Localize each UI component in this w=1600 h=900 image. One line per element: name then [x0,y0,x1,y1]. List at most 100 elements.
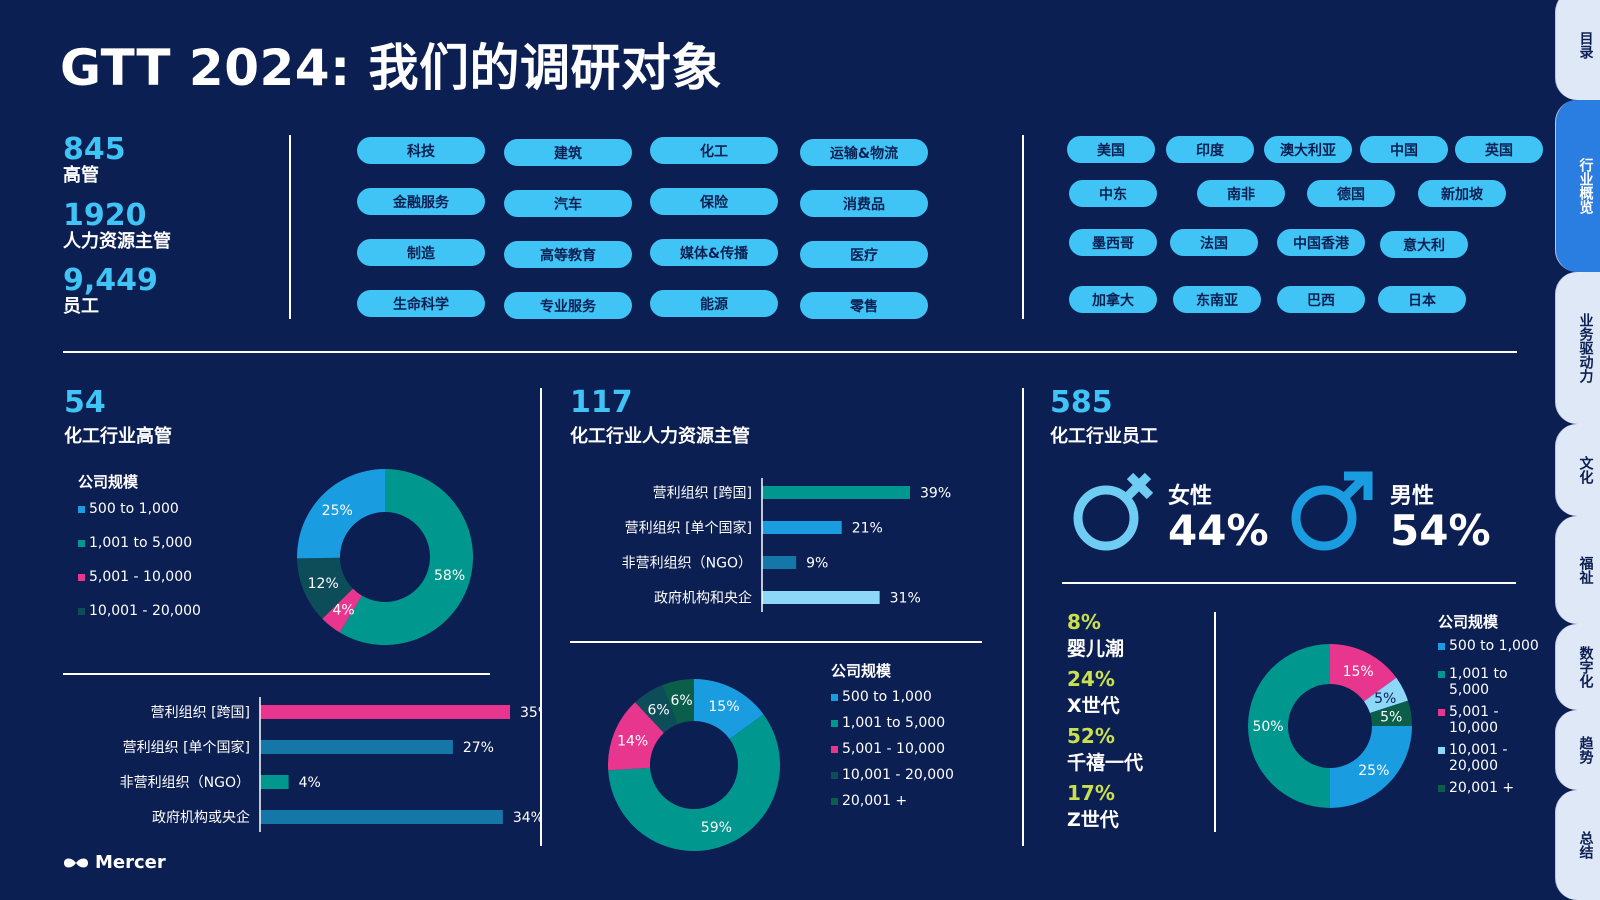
hr-count: 117 [570,385,633,420]
section-divider [63,351,1517,353]
legend-title: 公司规模 [1438,613,1499,631]
hr-label: 化工行业人力资源主管 [570,426,750,447]
donut-slice [297,557,353,619]
industry-pill: 化工 [650,137,778,164]
legend-swatch [1438,785,1445,792]
male-percentage: 54% [1390,506,1491,555]
legend-item: 10,001 - 20,000 [78,603,201,619]
female-percentage: 44% [1168,506,1269,555]
side-tab-label: 趋势 [1577,736,1594,764]
side-tab[interactable]: 文化 [1555,424,1600,516]
hr-section-header: 117 化工行业人力资源主管 [570,388,750,448]
side-tab[interactable]: 目录 [1555,0,1600,100]
legend-swatch [831,720,838,727]
bar-data-label: 31% [890,591,921,607]
mercer-logo: Mercer [62,852,166,873]
stat-number: 1920 [63,198,147,233]
hr-company-size-donut: 15%59%14%6%6% [608,679,780,851]
legend-swatch [78,540,85,547]
bar-category-label: 非营利组织（NGO） [622,556,752,572]
donut-data-label: 15% [1343,664,1374,680]
industry-pill: 医疗 [800,241,928,268]
hr-legend: 公司规模 500 to 1,000 1,001 to 5,000 5,001 -… [831,660,954,809]
emp-legend: 公司规模 500 to 1,000 1,001 to 5,000 5,001 -… [1438,611,1550,796]
industry-pill: 专业服务 [504,292,632,319]
donut-data-label: 6% [648,702,670,718]
bar-data-label: 39% [920,486,951,502]
generation-percentage: 17% [1067,781,1115,805]
emp-count: 585 [1050,385,1113,420]
stat-label: 员工 [63,296,99,317]
donut-data-label: 15% [708,699,739,715]
industry-pill: 建筑 [504,139,632,166]
stat-label: 高管 [63,165,99,186]
donut-slice [694,679,764,740]
generation-item: 52% 千禧一代 [1067,724,1143,775]
generation-label: 千禧一代 [1067,752,1144,774]
side-tab-label: 行业概览 [1577,158,1594,214]
country-pill: 意大利 [1380,231,1468,258]
stat-executives: 845 高管 [63,135,126,187]
country-pill: 中东 [1069,180,1157,207]
section-divider [1062,582,1516,584]
legend-title: 公司规模 [78,473,139,491]
donut-data-label: 5% [1374,691,1396,707]
legend-swatch [78,506,85,513]
donut-slice [1369,700,1412,726]
legend-swatch [831,746,838,753]
donut-slice [662,679,694,725]
stat-employees: 9,449 员工 [63,266,158,318]
legend-item: 1,001 to 5,000 [78,535,201,551]
donut-data-label: 50% [1252,719,1283,735]
male-label: 男性 [1390,484,1435,509]
country-pill: 南非 [1197,180,1285,207]
donut-data-label: 25% [1358,763,1389,779]
industry-pill: 科技 [357,137,485,164]
legend-item: 5,001 - 10,000 [78,569,201,585]
bar [260,705,510,719]
legend-label: 5,001 - 10,000 [89,569,193,585]
generation-item: 24% X世代 [1067,667,1143,718]
legend-swatch [1438,643,1445,650]
legend-item: 1,001 to 5,000 [1438,666,1550,698]
side-tab[interactable]: 总结 [1555,790,1600,900]
divider [540,388,542,846]
divider [1022,135,1024,319]
legend-item: 5,001 - 10,000 [1438,704,1550,736]
generation-label: 婴儿潮 [1067,638,1125,660]
exec-company-size-donut: 58% 4% 12% 25% [297,469,474,645]
legend-label: 500 to 1,000 [842,689,932,705]
donut-slice [1363,677,1408,714]
donut-slice [339,469,474,645]
stat-label: 人力资源主管 [63,231,171,252]
side-tab[interactable]: 数字化 [1555,624,1600,710]
country-pill: 日本 [1378,286,1466,313]
legend-label: 1,001 to 5,000 [89,535,193,551]
bar-category-label: 营利组织 [单个国家] [625,520,752,537]
legend-label: 10,001 - 20,000 [842,767,954,783]
donut-slice [1248,644,1330,808]
side-tab[interactable]: 行业概览 [1555,100,1600,272]
bar [260,740,453,754]
page-title: GTT 2024: 我们的调研对象 [60,39,722,97]
generation-percentage: 8% [1067,610,1101,634]
legend-label: 5,001 - 10,000 [842,741,946,757]
side-tab[interactable]: 趋势 [1555,710,1600,790]
country-pill: 英国 [1455,136,1543,163]
side-tab-label: 总结 [1577,831,1594,859]
country-pill: 中国香港 [1277,229,1365,256]
legend-item: 500 to 1,000 [831,689,954,705]
generation-label: Z世代 [1067,809,1119,831]
side-tab[interactable]: 业务驱动力 [1555,272,1600,424]
mercer-logo-icon [64,858,88,867]
industry-pill: 运输&物流 [800,139,928,166]
industry-pill: 生命科学 [357,290,485,317]
legend-label: 1,001 to 5,000 [1449,666,1508,698]
side-tab[interactable]: 福祉 [1555,516,1600,624]
emp-label: 化工行业员工 [1050,426,1158,447]
country-pill: 印度 [1166,136,1254,163]
legend-item: 500 to 1,000 [78,501,201,517]
stat-number: 845 [63,132,126,167]
bar-category-label: 政府机构和央企 [654,590,752,607]
donut-data-label: 59% [701,820,732,836]
